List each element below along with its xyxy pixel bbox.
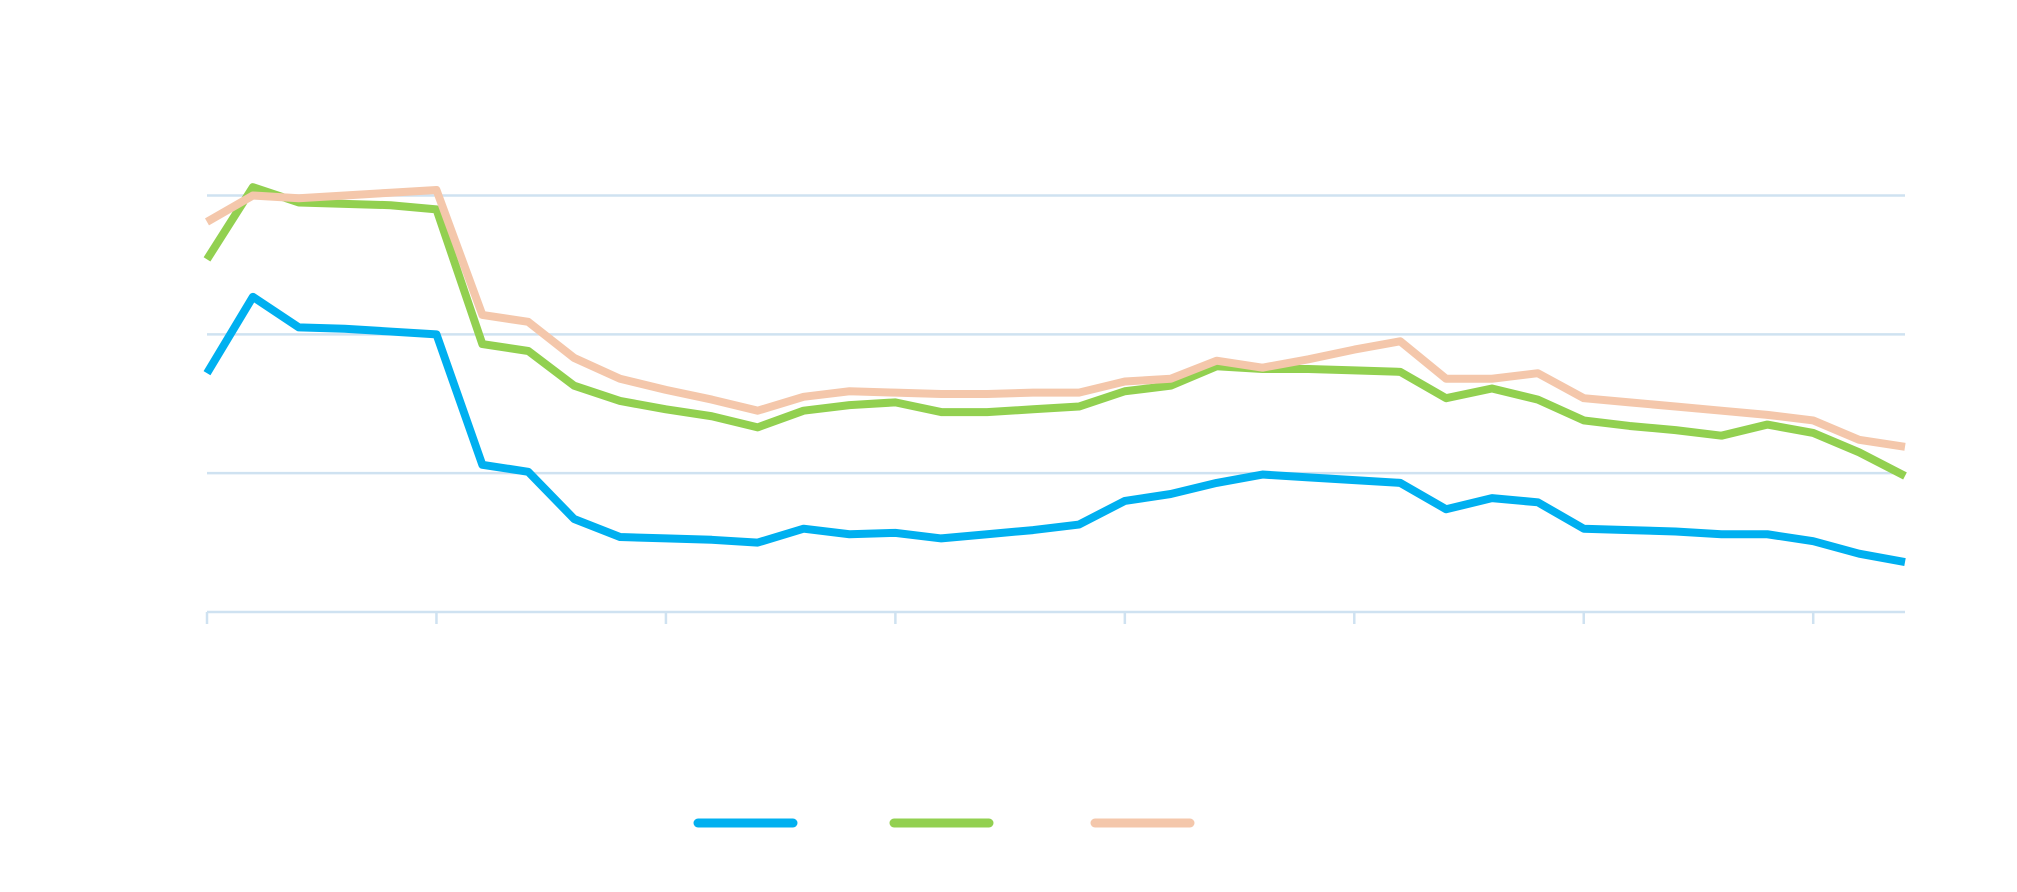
- series-line: [203, 292, 1906, 566]
- series-line: [203, 183, 1907, 480]
- series-line: [205, 185, 1906, 451]
